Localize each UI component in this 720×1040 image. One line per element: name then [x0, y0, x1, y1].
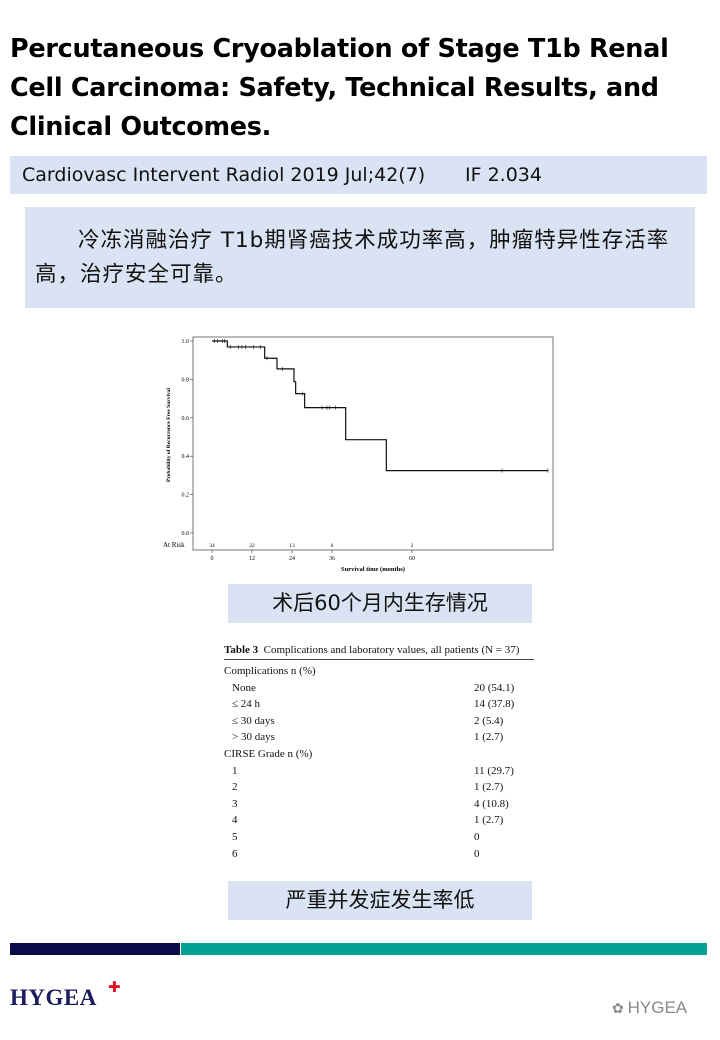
row-label: 5 [232, 830, 238, 843]
row-value: 2 (5.4) [474, 714, 504, 727]
at-risk-count: 13 [289, 543, 295, 549]
row-value: 0 [474, 847, 480, 860]
y-tick-label: 0.4 [182, 454, 190, 460]
row-label: > 30 days [232, 731, 275, 744]
table-row: > 30 days 1 (2.7) [224, 729, 534, 746]
x-tick-label: 60 [409, 556, 415, 562]
cross-icon: ✚ [108, 978, 121, 996]
slide-title: Percutaneous Cryoablation of Stage T1b R… [10, 34, 669, 142]
row-label: CIRSE Grade n (%) [224, 747, 313, 760]
x-tick-label: 36 [329, 556, 335, 562]
footer-bar-navy [10, 943, 180, 955]
row-value: 11 (29.7) [474, 764, 514, 777]
table-row: 1 11 (29.7) [224, 763, 534, 780]
at-risk-label: At Risk [163, 541, 185, 549]
x-tick-label: 24 [289, 556, 295, 562]
row-value: 4 (10.8) [474, 797, 509, 810]
row-value: 14 (37.8) [474, 698, 515, 711]
y-tick-label: 0.6 [182, 416, 190, 422]
row-label: 3 [232, 797, 238, 810]
survival-chart: 0.0 0.2 0.4 0.6 0.8 1.0 0 12 24 36 60 At Risk 34 22 13… [163, 336, 554, 573]
row-value: 1 (2.7) [474, 814, 504, 827]
footer-bar-teal [181, 943, 707, 955]
at-risk-count: 34 [209, 543, 215, 549]
row-label: 4 [232, 814, 238, 827]
impact-factor: IF 2.034 [465, 164, 542, 186]
survival-curve [212, 340, 548, 472]
row-value: 0 [474, 830, 480, 843]
x-axis-label: Survival time (months) [341, 566, 405, 573]
table-title: Table 3 Complications and laboratory val… [224, 644, 534, 660]
table-row: ≤ 24 h 14 (37.8) [224, 696, 534, 713]
row-label: 2 [232, 781, 238, 794]
wechat-icon: ✿ [612, 1000, 628, 1016]
chart-caption: 术后60个月内生存情况 [228, 584, 532, 623]
hygea-logo: HYGEA [10, 985, 97, 1010]
table-number: Table 3 [224, 644, 259, 656]
x-tick-label: 12 [249, 556, 255, 562]
watermark: ✿ HYGEA [612, 998, 687, 1018]
y-tick-label: 0.2 [182, 493, 190, 499]
row-value: 1 (2.7) [474, 781, 504, 794]
table-caption-box: 严重并发症发生率低 [228, 881, 532, 920]
journal-citation: Cardiovasc Intervent Radiol 2019 Jul;42(… [22, 164, 426, 186]
table-row: ≤ 30 days 2 (5.4) [224, 713, 534, 730]
row-value: 1 (2.7) [474, 731, 504, 744]
row-label: 1 [232, 764, 238, 777]
y-tick-label: 0.8 [182, 377, 190, 383]
table-caption: Complications and laboratory values, all… [263, 644, 520, 656]
y-tick-label: 1.0 [182, 339, 190, 345]
journal-bar: Cardiovasc Intervent Radiol 2019 Jul;42(… [10, 156, 707, 194]
row-value: 20 (54.1) [474, 681, 515, 694]
watermark-text: HYGEA [627, 998, 688, 1017]
row-label: Complications n (%) [224, 665, 316, 677]
at-risk-count: 22 [249, 543, 255, 549]
table-row: None 20 (54.1) [224, 680, 534, 697]
table-row: CIRSE Grade n (%) [224, 746, 534, 763]
table-row: 3 4 (10.8) [224, 796, 534, 813]
y-axis-label: Probability of Recurrence Free Survival [166, 387, 172, 482]
x-tick-label: 0 [211, 556, 214, 562]
summary-box: 冷冻消融治疗 T1b期肾癌技术成功率高，肿瘤特异性存活率高，治疗安全可靠。 [25, 207, 695, 308]
row-label: 6 [232, 847, 238, 860]
at-risk-count: 6 [331, 543, 334, 549]
row-label: ≤ 30 days [232, 714, 275, 727]
complications-table: Table 3 Complications and laboratory val… [224, 644, 534, 862]
row-label: ≤ 24 h [232, 698, 261, 711]
table-row: Complications n (%) [224, 663, 534, 680]
table-row: 2 1 (2.7) [224, 779, 534, 796]
y-tick-label: 0.0 [182, 531, 190, 537]
row-label: None [232, 681, 256, 694]
at-risk-count: 2 [411, 543, 414, 549]
plot-frame [192, 336, 554, 551]
table-row: 4 1 (2.7) [224, 812, 534, 829]
